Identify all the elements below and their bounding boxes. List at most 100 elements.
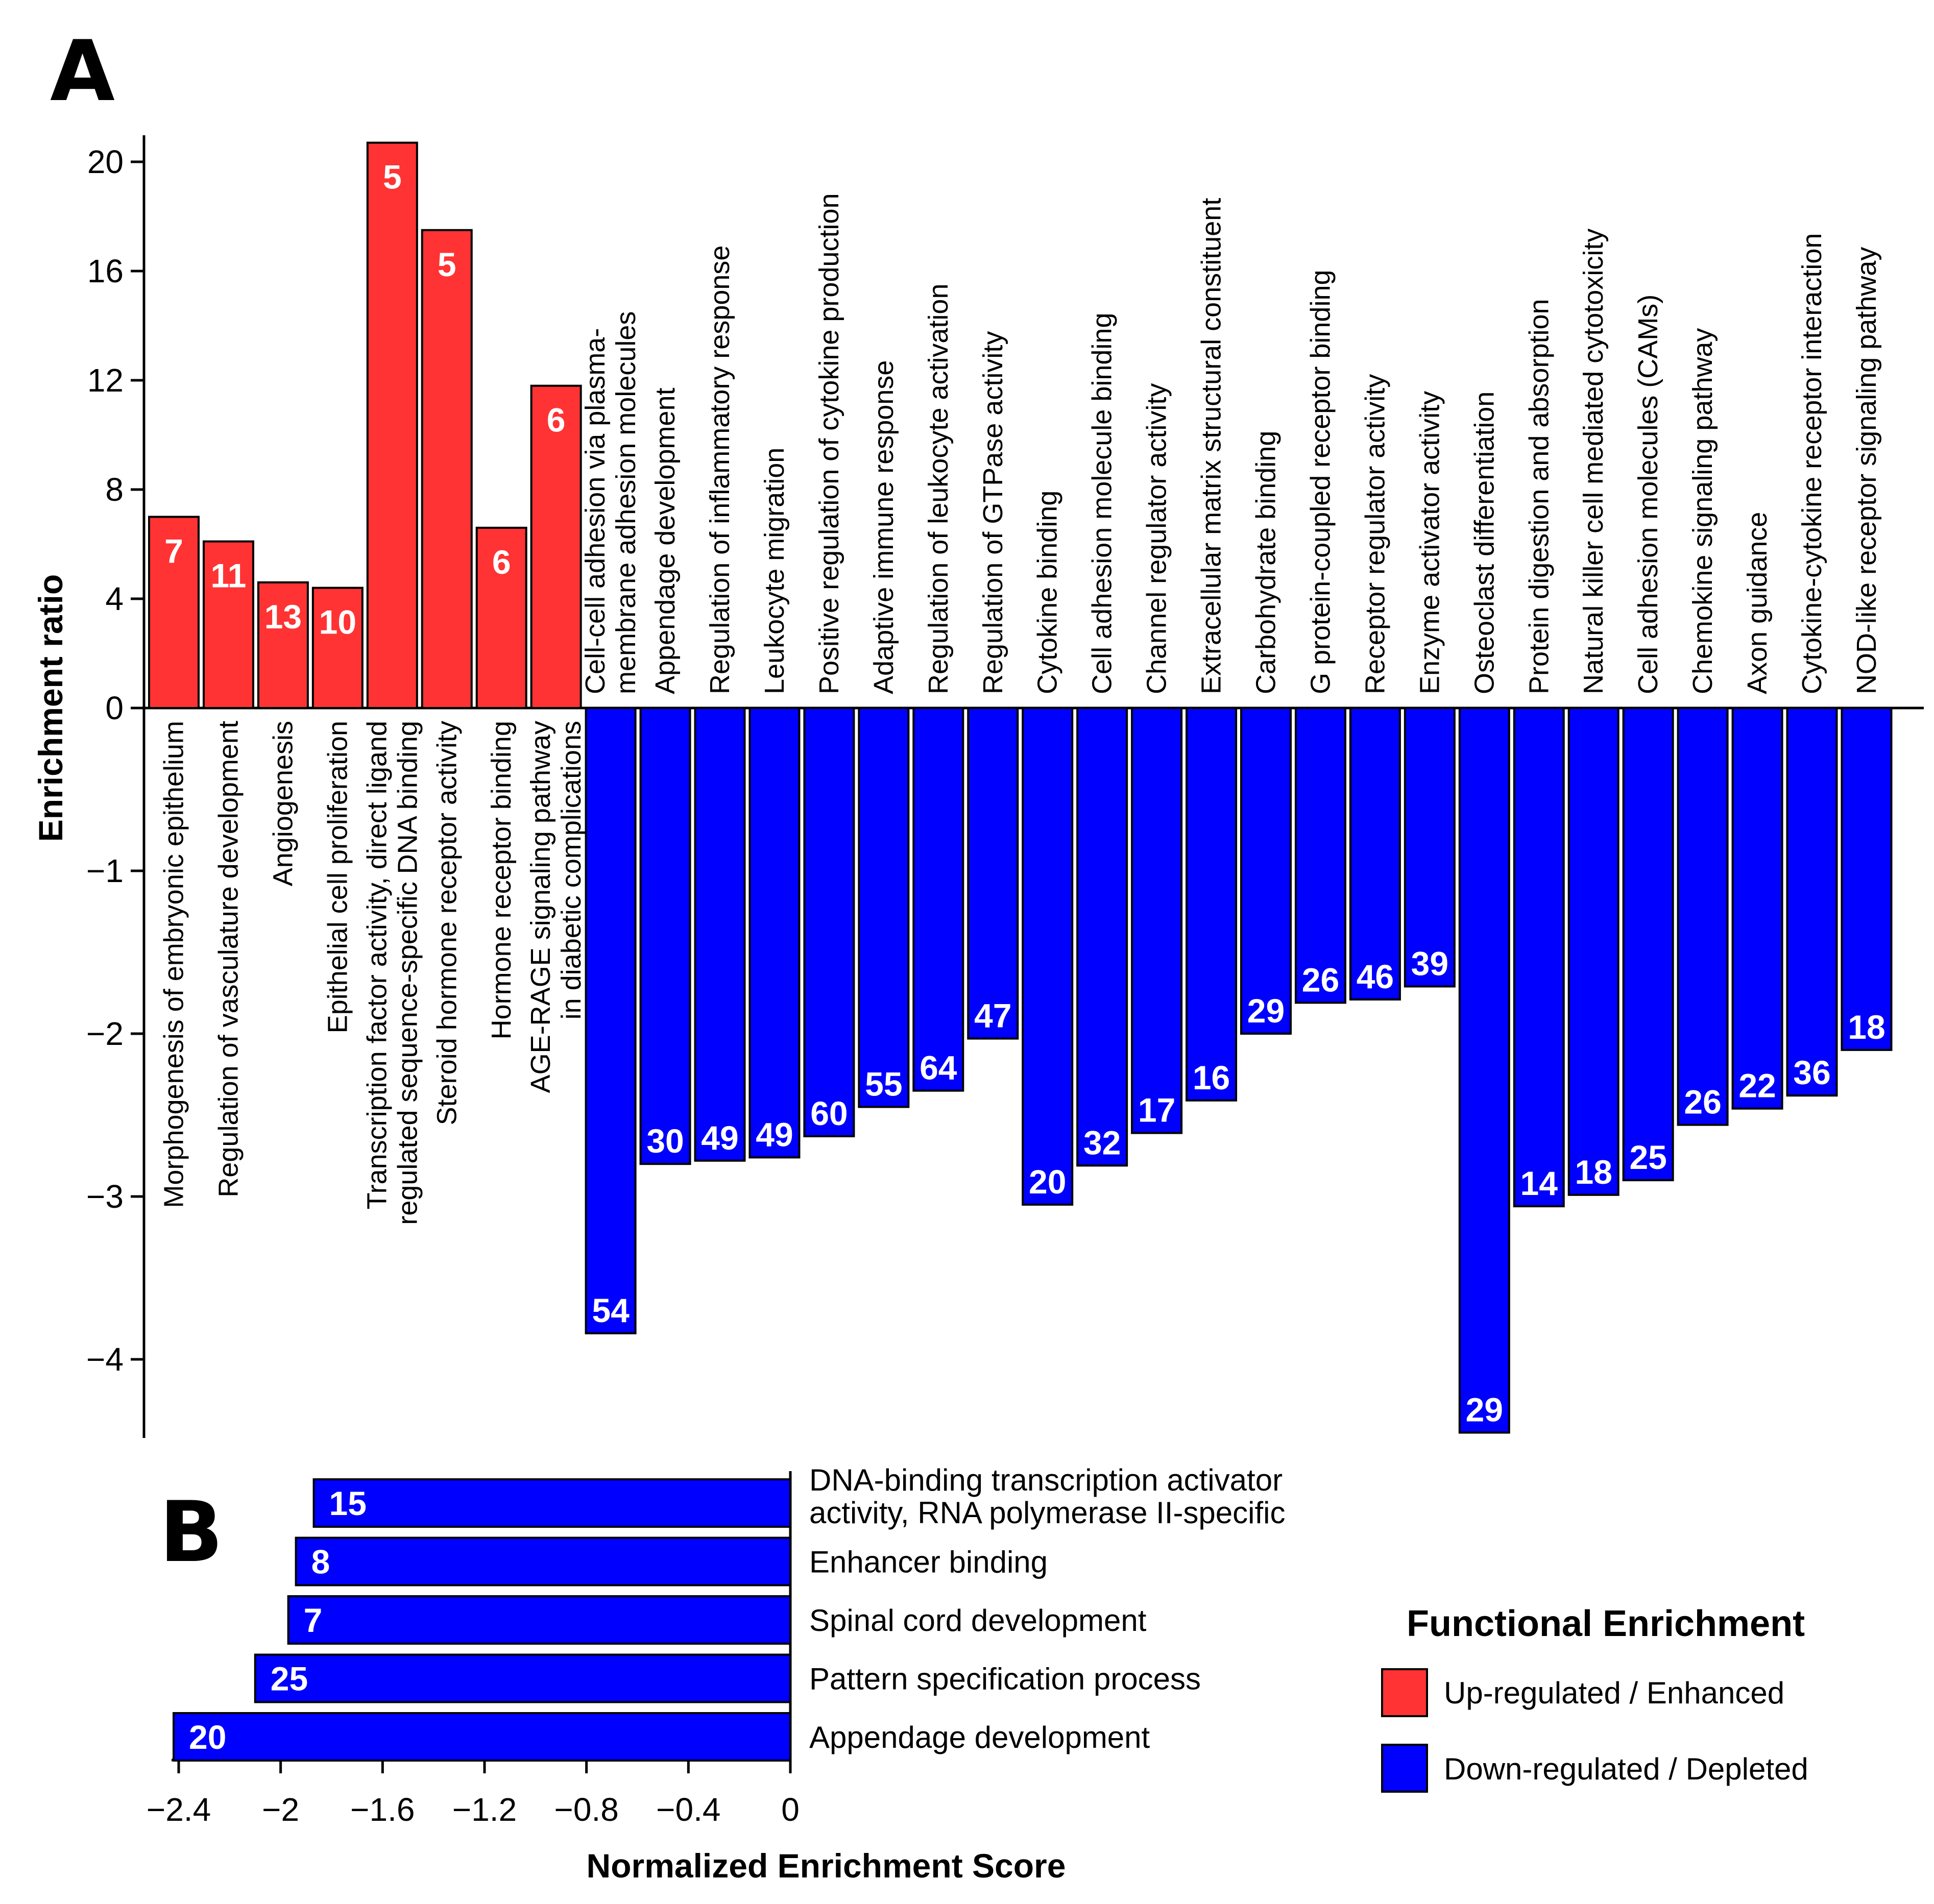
panel-b-letter: B bbox=[159, 1483, 223, 1581]
panel-a-category-label: Protein digestion and absorption bbox=[1524, 299, 1554, 694]
panel-a-bar bbox=[639, 707, 691, 1165]
panel-a-category-label: Leukocyte migration bbox=[759, 448, 790, 694]
panel-a-bar-count-label: 30 bbox=[646, 1122, 684, 1160]
panel-b-bar-count-label: 7 bbox=[304, 1601, 323, 1639]
panel-a-bar-count-label: 10 bbox=[319, 603, 356, 641]
panel-a-bar-count-label: 22 bbox=[1738, 1067, 1776, 1105]
panel-a-bar bbox=[530, 384, 582, 709]
panel-a-bar bbox=[1622, 707, 1674, 1182]
panel-b-bar bbox=[287, 1595, 791, 1645]
panel-a-bar bbox=[748, 707, 801, 1159]
panel-a-category-label: Chemokine signaling pathway bbox=[1687, 328, 1718, 694]
panel-a-bar bbox=[311, 587, 364, 709]
panel-b-bar bbox=[173, 1712, 791, 1762]
panel-a-bar-count-label: 29 bbox=[1247, 992, 1285, 1030]
panel-a-category-label: Regulation of vasculature development bbox=[213, 721, 244, 1198]
panel-a-category-label: Regulation of GTPase activity bbox=[978, 331, 1008, 694]
panel-a-category-label: Regulation of inflammatory response bbox=[705, 246, 735, 694]
panel-a-bar-count-label: 11 bbox=[211, 557, 247, 595]
panel-b-x-tick-label: −2.4 bbox=[147, 1791, 211, 1828]
panel-b-category-label: Spinal cord development bbox=[809, 1603, 1147, 1638]
panel-a-bar-count-label: 18 bbox=[1848, 1008, 1885, 1046]
panel-a-category-label: Osteoclast differentiation bbox=[1469, 392, 1500, 694]
panel-a-category-label: Hormone receptor binding bbox=[486, 721, 517, 1039]
panel-a-category-label: AGE-RAGE signaling pathway bbox=[525, 721, 556, 1093]
panel-a-bar bbox=[1567, 707, 1619, 1196]
panel-a-bar-count-label: 14 bbox=[1520, 1164, 1558, 1202]
panel-a-bar-count-label: 17 bbox=[1138, 1091, 1175, 1129]
panel-b-category-label: activity, RNA polymerase II-specific bbox=[809, 1496, 1286, 1530]
legend-title: Functional Enrichment bbox=[1407, 1603, 1805, 1644]
panel-b-bars: 15 DNA-binding transcription activatoract… bbox=[173, 1463, 1286, 1762]
panel-a-y-axis-title: Enrichment ratio bbox=[32, 574, 69, 842]
panel-b-category-label: Enhancer binding bbox=[809, 1545, 1048, 1579]
panel-a-category-label: in diabetic complications bbox=[556, 721, 587, 1019]
panel-a-bar bbox=[1240, 707, 1292, 1035]
panel-a-bar bbox=[858, 707, 910, 1108]
panel-a-y-tick-label: 0 bbox=[105, 690, 124, 726]
panel-b-bar-count-label: 8 bbox=[311, 1543, 330, 1581]
panel-a-y-tick-label: 8 bbox=[105, 471, 124, 508]
panel-a-bar-count-label: 26 bbox=[1684, 1083, 1721, 1121]
panel-a-bar-count-label: 64 bbox=[920, 1049, 957, 1087]
panel-b-x-tick-label: −1.2 bbox=[452, 1791, 517, 1828]
panel-b-category-label: Appendage development bbox=[809, 1720, 1150, 1754]
panel-a-bar-count-label: 26 bbox=[1302, 961, 1339, 998]
panel-a-bar bbox=[257, 581, 309, 710]
panel-a-category-label: Adaptive immune response bbox=[868, 360, 899, 694]
panel-a-y-tick-label: 4 bbox=[105, 580, 124, 617]
panel-a-bar bbox=[1076, 707, 1128, 1167]
panel-a-bar bbox=[585, 707, 637, 1334]
panel-a-bar bbox=[1131, 707, 1183, 1134]
panel-a-bar-count-label: 16 bbox=[1193, 1059, 1230, 1096]
panel-a-bar-count-label: 6 bbox=[547, 401, 566, 439]
legend-label-up: Up-regulated / Enhanced bbox=[1444, 1676, 1784, 1710]
panel-a-bar-count-label: 60 bbox=[810, 1094, 848, 1132]
panel-b-bar-count-label: 15 bbox=[329, 1484, 367, 1522]
panel-a-bar-count-label: 20 bbox=[1029, 1163, 1066, 1201]
panel-a-bar bbox=[366, 141, 418, 709]
panel-a-category-label: Carbohydrate binding bbox=[1251, 431, 1282, 694]
panel-a-bar bbox=[1022, 707, 1074, 1206]
panel-a-y-tick-label: −2 bbox=[86, 1015, 124, 1052]
panel-b-x-tick-label: −0.4 bbox=[656, 1791, 720, 1828]
panel-b-x-tick-label: −0.8 bbox=[554, 1791, 618, 1828]
panel-a-bar bbox=[421, 229, 473, 709]
panel-a-bar-count-label: 54 bbox=[592, 1291, 630, 1329]
panel-a-bar-count-label: 18 bbox=[1575, 1153, 1612, 1191]
panel-b-bar bbox=[254, 1653, 791, 1703]
panel-b-x-tick-label: 0 bbox=[781, 1791, 800, 1828]
panel-a-category-label: Axon guidance bbox=[1742, 512, 1773, 694]
panel-a-bar bbox=[1404, 707, 1456, 988]
panel-b-x-axis-title: Normalized Enrichment Score bbox=[587, 1847, 1066, 1885]
panel-b-x-tick-label: −1.6 bbox=[350, 1791, 415, 1828]
legend-label-down: Down-regulated / Depleted bbox=[1444, 1752, 1808, 1786]
legend-swatch-up bbox=[1381, 1668, 1428, 1717]
panel-a-category-label: Natural killer cell mediated cytotoxicit… bbox=[1578, 229, 1609, 694]
panel-a-category-label: Channel regulator activity bbox=[1142, 383, 1172, 694]
panel-b-bar-count-label: 20 bbox=[189, 1718, 226, 1756]
panel-b-category-label: Pattern specification process bbox=[809, 1662, 1201, 1696]
panel-a-bar bbox=[967, 707, 1019, 1040]
panel-a-category-label: Extracellular matrix structural constitu… bbox=[1196, 198, 1227, 694]
panel-a-bar bbox=[1294, 707, 1346, 1004]
panel-a-bar-count-label: 29 bbox=[1466, 1391, 1503, 1429]
panel-a-category-label: G protein-coupled receptor binding bbox=[1306, 270, 1336, 694]
panel-a-bar bbox=[148, 516, 200, 709]
panel-a-category-label: Angiogenesis bbox=[268, 721, 298, 886]
panel-a-y-tick-label: −4 bbox=[86, 1341, 124, 1378]
panel-a-category-label: Receptor regulator activity bbox=[1360, 374, 1390, 694]
panel-a-bar bbox=[1458, 707, 1510, 1434]
panel-a-bar-count-label: 46 bbox=[1357, 958, 1394, 995]
panel-a-bar bbox=[1841, 707, 1893, 1051]
panel-a-category-label: Cell-cell adhesion via plasma- bbox=[580, 328, 611, 694]
panel-a-category-label: Positive regulation of cytokine producti… bbox=[814, 193, 844, 694]
panel-b-bar-count-label: 25 bbox=[271, 1660, 308, 1698]
panel-a-bar-count-label: 5 bbox=[383, 158, 402, 196]
panel-a-category-label: Enzyme activator activity bbox=[1414, 391, 1445, 694]
panel-a-bar-count-label: 6 bbox=[492, 543, 511, 581]
panel-a-category-label: Regulation of leukocyte activation bbox=[923, 284, 954, 695]
panel-a-bar bbox=[1186, 707, 1238, 1102]
panel-a-y-tick-label: 12 bbox=[87, 362, 124, 399]
panel-a-category-label: Steroid hormone receptor activity bbox=[431, 721, 462, 1125]
